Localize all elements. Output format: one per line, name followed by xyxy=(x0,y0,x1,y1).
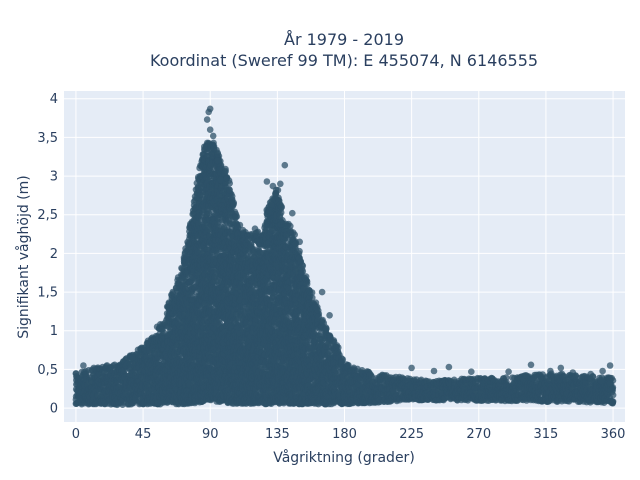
data-point xyxy=(226,180,233,187)
chart-title-line1: År 1979 - 2019 xyxy=(284,30,404,49)
data-point xyxy=(232,214,239,221)
data-point xyxy=(119,401,126,409)
chart-title-line2: Koordinat (Sweref 99 TM): E 455074, N 61… xyxy=(150,51,538,70)
data-point xyxy=(230,200,237,208)
data-points xyxy=(72,105,617,409)
